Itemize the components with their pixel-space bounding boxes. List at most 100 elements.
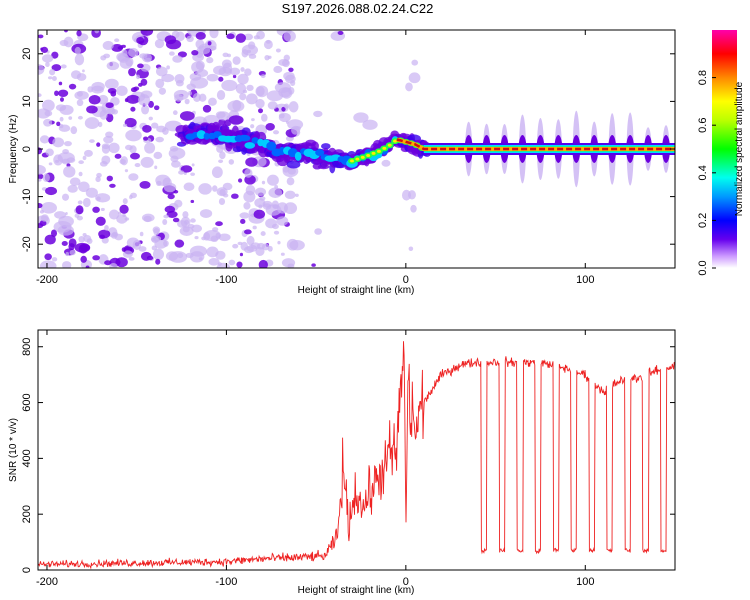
noise-blob (43, 118, 53, 127)
noise-blob (288, 101, 299, 113)
noise-blob (267, 174, 279, 186)
noise-blob (68, 116, 73, 120)
noise-blob (59, 104, 74, 115)
noise-blob (248, 41, 256, 50)
noise-blob (153, 151, 163, 160)
noise-blob (313, 110, 323, 118)
noise-blob (92, 206, 100, 213)
noise-blob (130, 152, 140, 160)
ridge-transition-core (371, 151, 376, 155)
noise-blob (410, 204, 417, 213)
noise-blob (155, 258, 161, 265)
noise-blob (38, 202, 43, 209)
noise-blob (253, 209, 266, 219)
noise-blob (84, 117, 100, 130)
noise-blob (119, 204, 129, 214)
noise-blob (140, 78, 148, 86)
noise-blob (206, 246, 219, 258)
noise-blob (136, 36, 145, 45)
noise-blob (311, 263, 316, 267)
noise-blob (132, 239, 142, 250)
noise-blob (110, 232, 118, 239)
noise-blob (108, 209, 120, 220)
noise-blob (103, 135, 114, 144)
colorbar-tick-label: 0.8 (697, 70, 709, 85)
noise-blob (96, 142, 101, 147)
noise-blob (275, 48, 281, 53)
noise-blob (139, 181, 151, 189)
noise-blob (106, 175, 113, 182)
noise-blob (48, 162, 53, 166)
noise-blob (54, 90, 59, 97)
noise-blob (140, 156, 154, 168)
noise-blob (163, 214, 169, 219)
noise-blob (232, 74, 237, 79)
noise-blob (271, 223, 279, 230)
noise-blob (164, 205, 176, 213)
noise-blob (208, 258, 220, 266)
noise-blob (184, 98, 190, 105)
noise-blob (67, 184, 78, 193)
noise-blob (162, 219, 168, 226)
noise-blob (78, 181, 90, 193)
noise-blob (148, 100, 154, 108)
noise-blob (286, 177, 295, 186)
noise-blob (41, 54, 54, 63)
noise-blob (218, 233, 231, 242)
noise-blob (208, 97, 217, 106)
noise-blob (96, 196, 101, 201)
noise-blob (243, 190, 256, 203)
noise-blob (47, 76, 53, 80)
noise-blob (281, 106, 286, 112)
noise-blob (122, 123, 128, 128)
noise-blob (207, 41, 212, 46)
noise-blob (191, 50, 199, 56)
ridge-transition-core (360, 155, 365, 159)
noise-blob (38, 147, 43, 155)
noise-blob (127, 47, 139, 58)
noise-blob (101, 143, 110, 150)
noise-blob (172, 110, 178, 116)
snr-y-ticks: 0 200 400 600 800 (21, 338, 675, 573)
noise-blob (161, 73, 175, 83)
y-tick-label: 10 (21, 95, 33, 107)
noise-blob (250, 124, 255, 129)
noise-blob (111, 44, 123, 52)
noise-blob (408, 246, 414, 252)
x-tick-label: 100 (576, 274, 594, 286)
noise-blob (82, 197, 91, 208)
noise-blob (39, 135, 50, 144)
noise-blob (274, 82, 292, 93)
noise-blob (74, 53, 85, 66)
ridge-core (315, 149, 325, 156)
ridge-core (196, 130, 206, 140)
noise-blob (189, 251, 205, 263)
y-tick-label: 400 (21, 449, 33, 467)
noise-blob (115, 257, 128, 268)
noise-blob (63, 36, 74, 48)
noise-blob (153, 235, 162, 242)
noise-blob (276, 216, 289, 226)
noise-blob (163, 240, 169, 247)
colorbar-ticks: 0.0 0.2 0.4 0.6 0.8 (697, 70, 716, 276)
noise-blob (51, 257, 58, 262)
noise-blob (242, 89, 248, 94)
noise-blob (236, 261, 243, 268)
noise-blob (60, 64, 67, 69)
noise-blob (57, 224, 74, 236)
noise-blob (85, 265, 90, 268)
noise-blob (77, 115, 83, 120)
noise-blob (39, 210, 45, 214)
noise-blob (239, 212, 250, 219)
noise-blob (411, 59, 419, 66)
noise-blob (408, 72, 421, 84)
noise-blob (191, 224, 203, 233)
noise-blob (215, 221, 223, 227)
noise-blob (175, 79, 184, 87)
noise-blob (104, 78, 119, 90)
noise-blob (144, 142, 156, 154)
noise-blob (109, 183, 116, 188)
snr-x-ticks: -200 -100 0 100 (36, 330, 594, 588)
noise-blob (134, 163, 141, 168)
noise-blob (154, 38, 165, 49)
